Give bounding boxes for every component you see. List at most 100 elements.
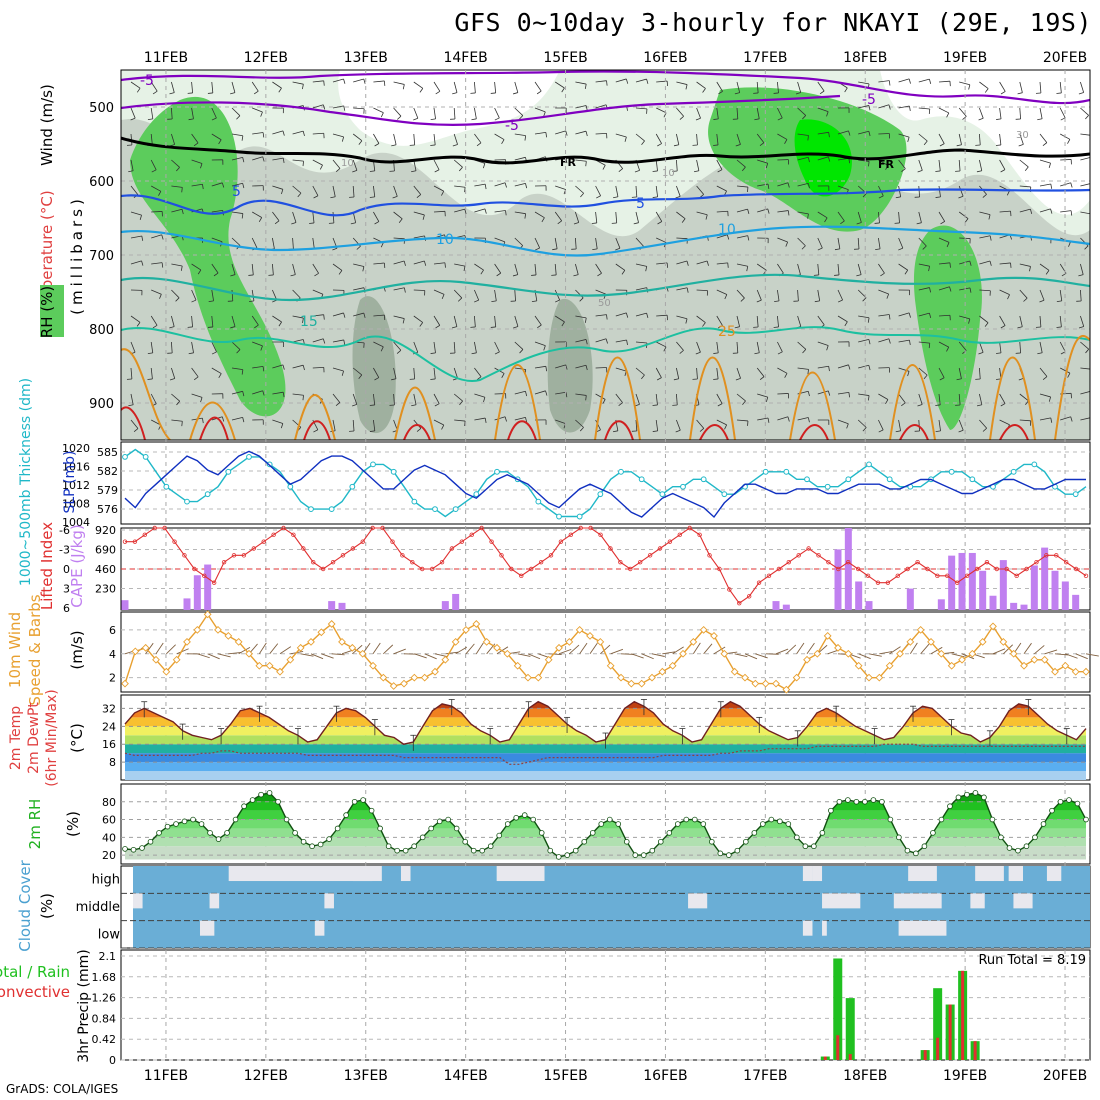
- wind-speed-point: [441, 655, 450, 664]
- wind-barb-flag: [747, 235, 750, 241]
- wind-speed-point: [379, 673, 388, 682]
- lifted-index-point: [499, 553, 504, 558]
- wind-barb: [353, 312, 364, 317]
- wind-barb: [1019, 107, 1022, 119]
- wind-barb: [1019, 133, 1024, 145]
- wind-speed-point: [575, 626, 584, 634]
- wind-barb: [252, 132, 264, 135]
- thickness-line-point: [204, 491, 211, 498]
- wind-barb: [514, 289, 516, 302]
- wind-barb: [292, 339, 304, 343]
- wind-barb: [938, 211, 946, 222]
- wind-barb-flag: [545, 132, 547, 138]
- wind-barb: [898, 211, 900, 223]
- wind-barb: [494, 210, 506, 213]
- wind-barb-flag: [200, 163, 203, 169]
- contour-label: 25: [718, 324, 736, 340]
- lifted-index-point: [390, 539, 395, 544]
- wind-barb: [756, 107, 760, 119]
- wind-barb-flag: [543, 345, 546, 351]
- rh-2m-point: [564, 852, 571, 858]
- rh-2m-point: [743, 838, 749, 845]
- wind-barb: [676, 237, 688, 240]
- wind-barb-flag: [341, 136, 345, 142]
- wind-speed-point: [565, 637, 574, 646]
- cape-bar: [1072, 594, 1080, 610]
- wind-barb-flag: [313, 429, 319, 433]
- precip-legend-total: Total / Rain: [0, 963, 70, 981]
- wind-barb-flag: [618, 402, 623, 407]
- wind-barb: [716, 185, 727, 192]
- wind-barb-flag: [302, 365, 305, 371]
- wind-barb: [999, 159, 1006, 170]
- wind-barb: [475, 642, 484, 655]
- wind-barb-flag: [435, 90, 441, 95]
- wind-barb: [716, 393, 723, 404]
- wind-barb-flag: [1085, 115, 1089, 120]
- wind-barb-flag: [496, 272, 501, 277]
- wind-barb: [575, 130, 587, 135]
- wind-speed-point: [369, 661, 377, 670]
- wind-barb: [272, 211, 280, 222]
- wind-barb-flag: [940, 221, 945, 225]
- wind-barb-flag: [699, 428, 705, 432]
- wind-barb: [898, 185, 902, 197]
- wind-barb: [595, 393, 606, 400]
- panel-frame: [120, 611, 1091, 693]
- rh-2m-point: [981, 794, 987, 801]
- wind-barb: [514, 107, 524, 116]
- wind-barb: [474, 133, 482, 144]
- wind-speed-point: [606, 661, 615, 670]
- lifted-index-point: [915, 559, 920, 565]
- rh-2m-point: [794, 834, 800, 841]
- wind-barb-flag: [846, 423, 849, 429]
- wind-barb: [211, 341, 217, 353]
- wind-barb: [453, 341, 456, 354]
- wind-barb: [474, 107, 477, 119]
- wind-barb: [713, 646, 726, 655]
- lifted-index-point: [905, 566, 910, 572]
- cloud-block: [1013, 893, 1033, 909]
- cloud-block: [898, 920, 947, 936]
- rh-2m-point: [1040, 821, 1047, 827]
- wind-barb: [615, 263, 626, 271]
- rh-2m-point: [130, 846, 137, 853]
- wind-barb: [676, 287, 688, 291]
- wind-barb: [918, 78, 930, 83]
- lifted-index-point: [875, 580, 881, 585]
- thickness-line-point: [246, 454, 252, 460]
- thickness-line-point: [163, 483, 170, 490]
- wind-barb: [433, 315, 441, 326]
- precip-tick: 1.26: [92, 992, 117, 1005]
- wind-barb: [898, 312, 910, 317]
- wind-barb-flag: [136, 322, 141, 327]
- wind-barb-flag: [200, 397, 203, 403]
- wind-barb: [696, 185, 704, 195]
- wind-barb-flag: [634, 170, 640, 173]
- wind-barb: [1080, 183, 1090, 187]
- wind-barb-flag: [362, 266, 365, 272]
- date-label-top: 12FEB: [244, 50, 288, 66]
- wind-barb-flag: [856, 274, 862, 277]
- wind-barb-flag: [867, 317, 870, 323]
- wind-barb: [130, 107, 136, 119]
- upper-label-millibars: (millibars): [68, 195, 86, 315]
- wind-speed-point: [276, 667, 284, 676]
- lifted-index-point: [994, 566, 1000, 572]
- wind-barb-flag: [484, 184, 487, 190]
- wind-barb-flag: [1070, 182, 1073, 188]
- rh-2m-point: [326, 836, 332, 842]
- wind-barb-flag: [949, 286, 952, 292]
- lifted-index-point: [687, 525, 692, 531]
- wind-barb-flag: [1017, 326, 1023, 329]
- lifted-index-point: [301, 546, 306, 551]
- wind-barb: [1039, 81, 1042, 93]
- contour-label: 50: [598, 298, 611, 309]
- thickness-line-point: [328, 506, 335, 512]
- wind-barb: [352, 419, 355, 431]
- wind-barb-flag: [350, 222, 356, 225]
- wind-barb: [150, 107, 154, 119]
- wind-barb: [373, 314, 385, 317]
- rh-2m-point: [1074, 800, 1081, 807]
- wind-barb: [171, 107, 173, 120]
